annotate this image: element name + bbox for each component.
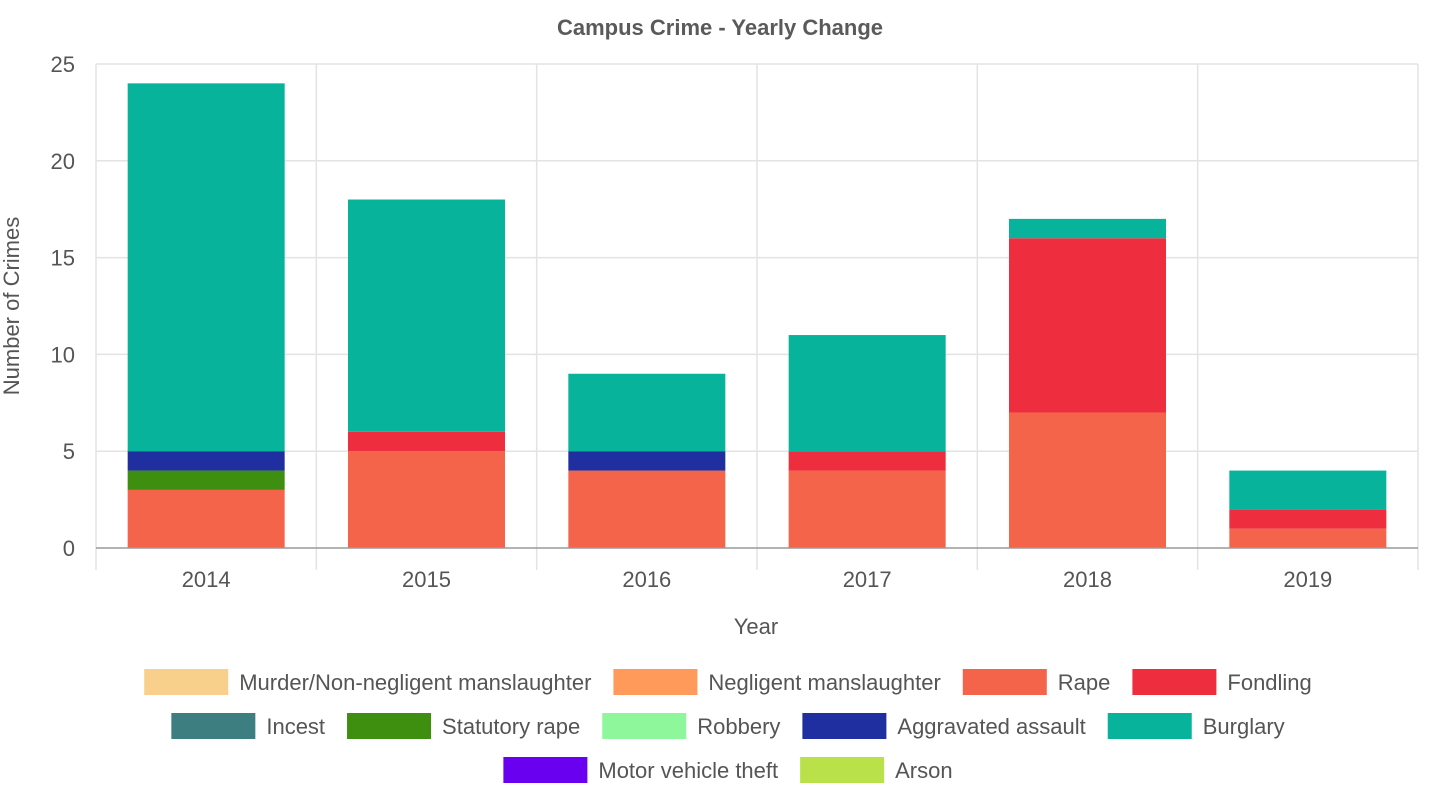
legend-item-robbery[interactable]: Robbery [602,713,780,739]
legend-item-fondling[interactable]: Fondling [1132,669,1312,695]
x-tick-label: 2014 [182,567,231,592]
bar-segment-rape-2016[interactable] [568,470,726,548]
y-tick-label: 0 [63,536,75,561]
bar-segment-fondling-2019[interactable] [1229,509,1387,529]
x-tick-label: 2019 [1283,567,1332,592]
legend-label: Arson [895,758,952,783]
bar-segment-rape-2017[interactable] [788,470,946,548]
legend-label: Statutory rape [442,714,580,739]
legend-label: Motor vehicle theft [598,758,778,783]
legend-item-murder-non-negligent-manslaughter[interactable]: Murder/Non-negligent manslaughter [144,669,591,695]
bar-segment-fondling-2015[interactable] [348,431,505,452]
legend-item-incest[interactable]: Incest [171,713,325,739]
legend-item-burglary[interactable]: Burglary [1107,713,1285,739]
legend-swatch [802,713,887,739]
bar-segment-burglary-2017[interactable] [788,335,946,452]
legend-swatch [962,669,1047,695]
legend-swatch [800,757,885,783]
bar-segment-rape-2015[interactable] [348,451,505,548]
legend-label: Rape [1058,670,1111,695]
legend: Murder/Non-negligent manslaughter Neglige… [144,669,1312,783]
y-tick-label: 25 [51,52,75,77]
bar-segment-burglary-2015[interactable] [348,199,505,432]
y-axis-ticks: 0 5 10 15 20 25 [51,52,75,561]
legend-item-aggravated-assault[interactable]: Aggravated assault [802,713,1086,739]
legend-swatch [347,713,432,739]
y-tick-label: 5 [63,439,75,464]
grid-lines [95,63,1419,570]
bar-segment-statutory-rape-2014[interactable] [127,470,285,490]
x-tick-label: 2018 [1063,567,1112,592]
legend-label: Incest [266,714,325,739]
bar-segment-burglary-2014[interactable] [127,83,285,452]
x-axis-title: Year [734,614,778,639]
legend-swatch [1132,669,1217,695]
bar-segment-aggravated-assault-2016[interactable] [568,451,726,471]
legend-swatch [503,757,588,783]
legend-item-rape[interactable]: Rape [962,669,1111,695]
legend-swatch [1107,713,1192,739]
y-tick-label: 10 [51,342,75,367]
bar-stacks [127,83,1387,548]
legend-item-statutory-rape[interactable]: Statutory rape [347,713,580,739]
legend-label: Robbery [697,714,780,739]
legend-label: Fondling [1227,670,1311,695]
legend-label: Negligent manslaughter [708,670,940,695]
bar-segment-burglary-2019[interactable] [1229,470,1387,510]
legend-swatch [613,669,698,695]
legend-label: Burglary [1203,714,1285,739]
bar-segment-rape-2014[interactable] [127,489,285,548]
bar-segment-fondling-2017[interactable] [788,451,946,471]
legend-label: Aggravated assault [897,714,1085,739]
legend-swatch [171,713,256,739]
x-tick-label: 2016 [622,567,671,592]
legend-swatch [144,669,229,695]
bar-segment-rape-2019[interactable] [1229,528,1387,548]
legend-item-motor-vehicle-theft[interactable]: Motor vehicle theft [503,757,778,783]
chart-title: Campus Crime - Yearly Change [557,15,883,40]
legend-label: Murder/Non-negligent manslaughter [239,670,591,695]
bar-segment-burglary-2016[interactable] [568,373,726,452]
legend-item-negligent-manslaughter[interactable]: Negligent manslaughter [613,669,941,695]
bar-segment-aggravated-assault-2014[interactable] [127,451,285,471]
bar-segment-fondling-2018[interactable] [1009,238,1166,413]
y-tick-label: 20 [51,149,75,174]
x-axis-ticks: 2014 2015 2016 2017 2018 2019 [182,567,1333,592]
y-tick-label: 15 [51,246,75,271]
x-tick-label: 2017 [843,567,892,592]
bar-segment-rape-2018[interactable] [1009,412,1166,548]
y-axis-title: Number of Crimes [0,217,24,395]
legend-swatch [602,713,687,739]
x-tick-label: 2015 [402,567,451,592]
bar-segment-burglary-2018[interactable] [1009,218,1166,239]
legend-item-arson[interactable]: Arson [800,757,953,783]
